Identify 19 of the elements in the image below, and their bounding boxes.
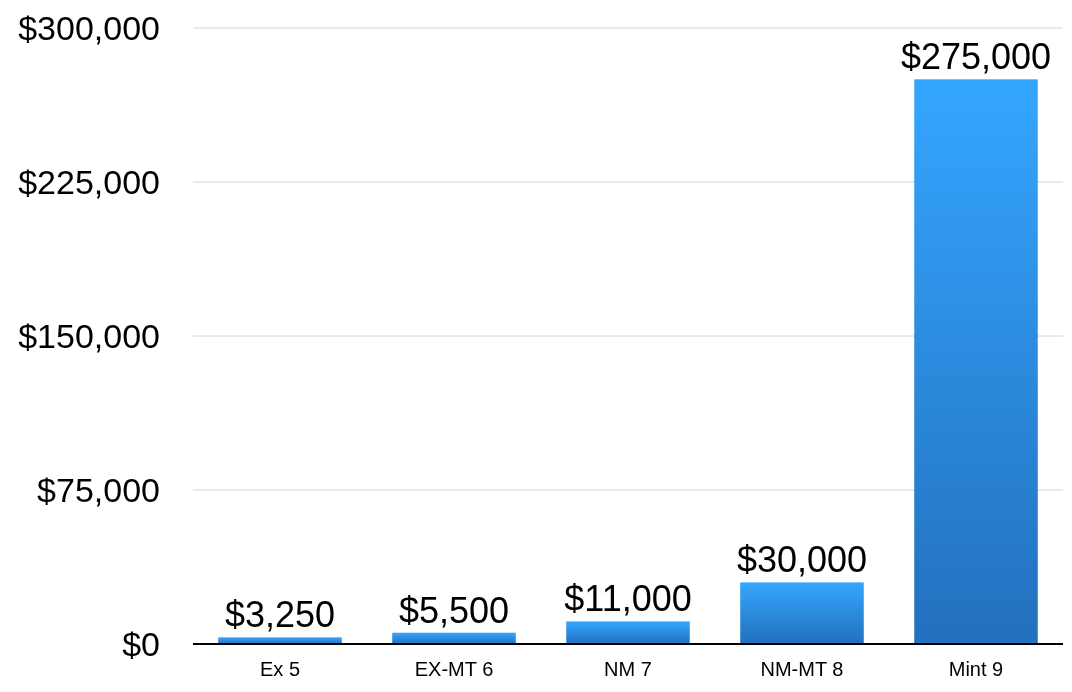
x-tick-label: NM-MT 8 <box>760 658 844 680</box>
bar <box>914 79 1038 644</box>
y-tick-label: $225,000 <box>18 163 160 202</box>
data-label: $11,000 <box>564 578 692 620</box>
y-tick-label: $300,000 <box>18 9 160 48</box>
x-tick-label: EX-MT 6 <box>414 658 494 680</box>
data-label: $5,500 <box>398 589 510 631</box>
y-tick-label: $150,000 <box>18 317 160 356</box>
y-tick-label: $75,000 <box>37 471 160 510</box>
data-label: $275,000 <box>900 36 1052 78</box>
bar <box>218 637 342 644</box>
y-tick-label: $0 <box>122 625 160 664</box>
bar <box>740 582 864 644</box>
data-label: $30,000 <box>736 539 868 581</box>
x-tick-label: NM 7 <box>604 658 652 680</box>
bar <box>566 621 690 644</box>
x-tick-label: Mint 9 <box>948 658 1004 680</box>
x-tick-label: Ex 5 <box>259 658 301 680</box>
data-label: $3,250 <box>224 594 336 636</box>
